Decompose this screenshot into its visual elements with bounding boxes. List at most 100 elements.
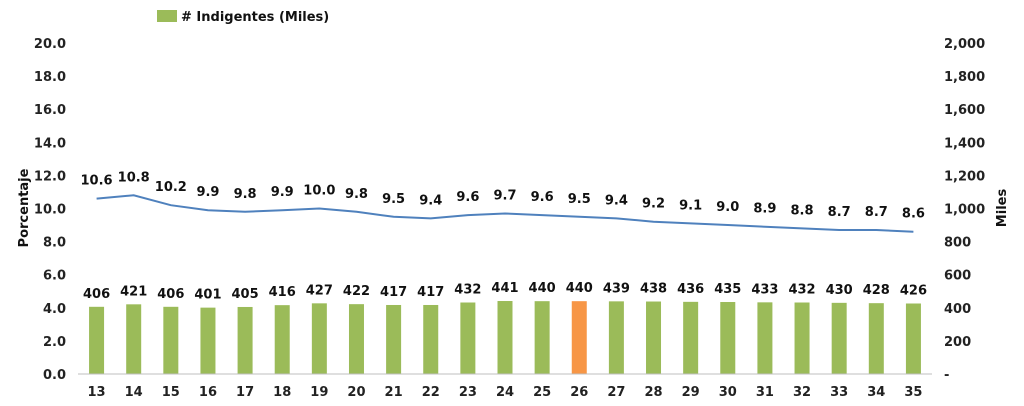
- bar: [683, 301, 699, 374]
- y-right-tick-label: 2,000: [944, 37, 985, 52]
- y-right-tick-label: -: [944, 368, 949, 383]
- x-tick-label: 28: [644, 385, 662, 400]
- line-data-label: 9.6: [531, 190, 554, 205]
- y-right-axis-title: Miles: [995, 189, 1010, 228]
- bar-data-label: 438: [640, 282, 667, 297]
- x-tick-label: 27: [607, 385, 625, 400]
- x-tick-label: 30: [719, 385, 737, 400]
- x-tick-label: 34: [867, 385, 885, 400]
- y-right-tick-label: 1,800: [944, 70, 985, 85]
- x-tick-label: 31: [756, 385, 774, 400]
- line-data-label: 9.0: [716, 200, 739, 215]
- y-left-tick-label: 4.0: [43, 302, 66, 317]
- bar-data-label: 426: [900, 283, 927, 298]
- bar-data-label: 432: [788, 283, 815, 298]
- line-data-label: 8.9: [753, 202, 776, 217]
- legend-label: # Indigentes (Miles): [181, 10, 329, 25]
- bar: [534, 301, 550, 374]
- bar-data-label: 416: [269, 285, 296, 300]
- line-data-label: 10.2: [155, 180, 187, 195]
- bar-data-label: 430: [826, 283, 853, 298]
- bar: [386, 304, 402, 374]
- y-right-tick-label: 1,000: [944, 203, 985, 218]
- bar-data-label: 421: [120, 284, 147, 299]
- line-data-label: 10.6: [81, 174, 113, 189]
- bar: [608, 301, 624, 374]
- y-left-tick-label: 12.0: [34, 169, 66, 184]
- x-tick-label: 16: [199, 385, 217, 400]
- line-data-label: 9.1: [679, 198, 702, 213]
- line-data-label: 9.6: [456, 190, 479, 205]
- x-tick-label: 32: [793, 385, 811, 400]
- x-tick-label: 29: [682, 385, 700, 400]
- x-tick-label: 17: [236, 385, 254, 400]
- x-tick-label: 15: [162, 385, 180, 400]
- y-right-tick-label: 1,200: [944, 169, 985, 184]
- y-left-tick-label: 20.0: [34, 37, 66, 52]
- x-tick-label: 19: [310, 385, 328, 400]
- bar-data-label: 432: [454, 283, 481, 298]
- bar: [311, 303, 327, 374]
- legend-swatch: [157, 10, 177, 22]
- y-left-tick-label: 14.0: [34, 136, 66, 151]
- y-left-tick-label: 2.0: [43, 335, 66, 350]
- x-tick-label: 24: [496, 385, 514, 400]
- bar-data-label: 439: [603, 281, 630, 296]
- y-left-tick-label: 6.0: [43, 269, 66, 284]
- line-data-label: 8.7: [865, 205, 888, 220]
- bar: [831, 302, 847, 374]
- bar: [423, 304, 439, 374]
- line-data-label: 9.8: [234, 187, 257, 202]
- bar: [237, 306, 253, 374]
- y-right-tick-label: 600: [944, 269, 971, 284]
- bar: [646, 301, 662, 374]
- bar: [794, 302, 810, 374]
- bar-data-label: 406: [83, 287, 110, 302]
- bar-data-label: 436: [677, 282, 704, 297]
- x-tick-label: 14: [125, 385, 143, 400]
- y-left-tick-label: 8.0: [43, 236, 66, 251]
- bar: [571, 301, 587, 374]
- bar: [757, 302, 773, 374]
- line-data-label: 8.8: [791, 203, 814, 218]
- series-line: [96, 194, 914, 233]
- x-tick-label: 13: [88, 385, 106, 400]
- bar: [126, 304, 142, 374]
- line-data-label: 9.2: [642, 197, 665, 212]
- x-tick-label: 25: [533, 385, 551, 400]
- line-data-label: 9.5: [568, 192, 591, 207]
- bar: [497, 301, 513, 374]
- bar-data-label: 428: [863, 283, 890, 298]
- y-left-tick-label: 0.0: [43, 368, 66, 383]
- x-tick-label: 35: [904, 385, 922, 400]
- bar: [89, 306, 105, 374]
- line-data-label: 9.7: [493, 188, 516, 203]
- line-data-label: 8.6: [902, 207, 925, 222]
- bar-data-label: 417: [417, 285, 444, 300]
- bar-data-label: 406: [157, 287, 184, 302]
- line-data-label: 10.8: [118, 170, 150, 185]
- y-right-tick-label: 1,400: [944, 136, 985, 151]
- line-data-label: 10.0: [303, 184, 335, 199]
- x-tick-label: 18: [273, 385, 291, 400]
- y-right-tick-label: 200: [944, 335, 971, 350]
- line-data-label: 9.9: [196, 185, 219, 200]
- bar: [163, 306, 179, 374]
- bar-data-label: 417: [380, 285, 407, 300]
- bar: [868, 303, 884, 374]
- bar-data-label: 440: [529, 281, 556, 296]
- y-right-tick-label: 1,600: [944, 103, 985, 118]
- x-tick-label: 26: [570, 385, 588, 400]
- plot-area: 0.0 2.0 4.0 6.0 8.0 10.0 12.0 14.0 16.0 18.0 20.0 -…: [34, 37, 985, 400]
- x-tick-label: 22: [422, 385, 440, 400]
- bar: [348, 304, 364, 374]
- line-data-label: 9.9: [271, 185, 294, 200]
- bar: [200, 307, 216, 374]
- bar-data-label: 441: [491, 281, 518, 296]
- y-left-tick-label: 16.0: [34, 103, 66, 118]
- line-data-label: 9.4: [419, 193, 442, 208]
- bar-data-label: 435: [714, 282, 741, 297]
- bar: [274, 305, 290, 374]
- bar-data-label: 433: [751, 282, 778, 297]
